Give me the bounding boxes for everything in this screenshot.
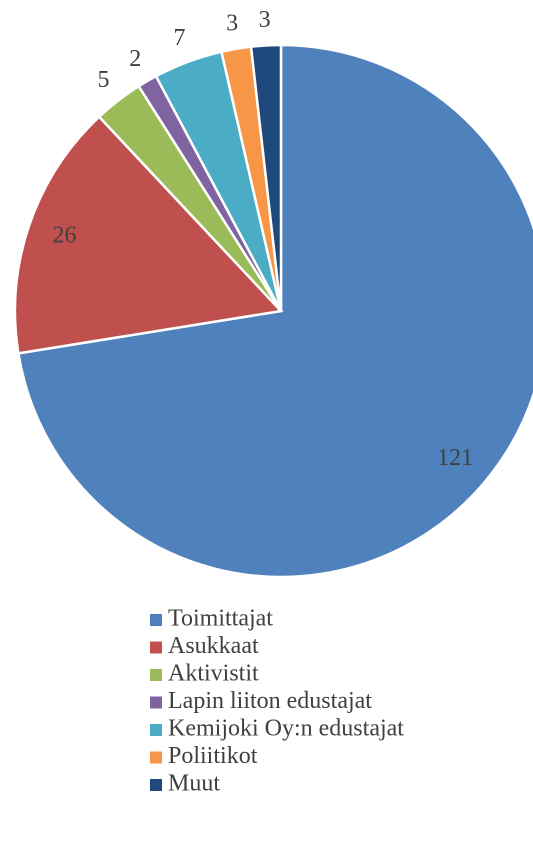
data-label: 3 <box>259 7 271 33</box>
data-label: 3 <box>226 11 238 37</box>
pie-slice <box>249 43 283 312</box>
legend-label: Toimittajat <box>168 606 273 632</box>
legend-swatch <box>150 779 162 791</box>
legend-label: Aktivistit <box>168 661 259 687</box>
data-label: 5 <box>98 67 110 93</box>
pie-slice <box>16 43 533 579</box>
legend-swatch <box>150 669 162 681</box>
legend-label: Kemijoki Oy:n edustajat <box>168 716 404 742</box>
legend-swatch <box>150 751 162 764</box>
legend-swatch <box>150 724 162 736</box>
data-label: 2 <box>129 46 141 72</box>
data-label: 26 <box>53 223 77 249</box>
legend-label: Poliitikot <box>168 743 258 769</box>
legend-swatch <box>150 641 162 654</box>
data-label: 121 <box>437 445 473 471</box>
legend-swatch <box>150 614 162 626</box>
data-label: 7 <box>174 25 186 51</box>
legend-label: Asukkaat <box>168 633 259 659</box>
legend-label: Lapin liiton edustajat <box>168 688 372 714</box>
legend-label: Muut <box>168 771 220 797</box>
legend-swatch <box>150 696 162 709</box>
pie-slice <box>13 115 284 355</box>
